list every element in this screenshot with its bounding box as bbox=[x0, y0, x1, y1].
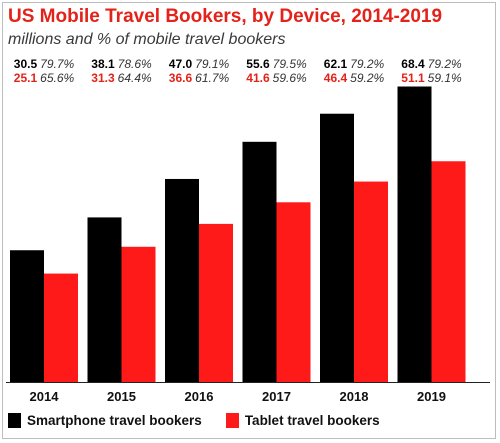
bar-smartphone-2015 bbox=[87, 217, 122, 382]
data-label-tablet-2016: 36.6 61.7% bbox=[169, 71, 230, 85]
x-tick-label-2017: 2017 bbox=[262, 389, 291, 404]
bar-smartphone-2017 bbox=[242, 141, 277, 382]
data-label-smartphone-2017: 55.6 79.5% bbox=[246, 57, 307, 71]
legend-label-smartphone: Smartphone travel bookers bbox=[27, 412, 202, 428]
bar-tablet-2018 bbox=[354, 181, 388, 382]
bar-smartphone-2018 bbox=[320, 113, 354, 382]
bar-tablet-2015 bbox=[121, 246, 156, 382]
bar-tablet-2017 bbox=[276, 202, 311, 382]
data-label-tablet-2018: 46.4 59.2% bbox=[324, 71, 385, 85]
legend-swatch-smartphone bbox=[8, 412, 21, 428]
legend-label-tablet: Tablet travel bookers bbox=[244, 412, 380, 428]
legend-item-smartphone: Smartphone travel bookers bbox=[8, 412, 202, 428]
x-tick-label-2016: 2016 bbox=[185, 389, 214, 404]
data-label-tablet-2017: 41.6 59.6% bbox=[246, 71, 307, 85]
chart-subtitle: millions and % of mobile travel bookers bbox=[8, 31, 286, 48]
data-label-smartphone-2014: 30.5 79.7% bbox=[14, 57, 75, 71]
data-label-tablet-2019: 51.1 59.1% bbox=[401, 71, 462, 85]
bar-smartphone-2019 bbox=[397, 86, 432, 383]
legend-item-tablet: Tablet travel bookers bbox=[225, 412, 380, 428]
legend-swatch-tablet bbox=[225, 412, 239, 428]
bar-smartphone-2016 bbox=[165, 178, 199, 382]
data-label-smartphone-2016: 47.0 79.1% bbox=[169, 57, 230, 71]
x-tick-label-2014: 2014 bbox=[30, 389, 60, 404]
data-label-smartphone-2019: 68.4 79.2% bbox=[401, 57, 462, 71]
chart-frame bbox=[2, 2, 496, 439]
bar-tablet-2016 bbox=[199, 223, 233, 382]
bar-tablet-2019 bbox=[431, 161, 466, 382]
chart-title: US Mobile Travel Bookers, by Device, 201… bbox=[8, 6, 443, 27]
bar-tablet-2014 bbox=[44, 273, 78, 382]
data-label-smartphone-2015: 38.1 78.6% bbox=[91, 57, 152, 71]
x-tick-label-2019: 2019 bbox=[417, 389, 446, 404]
x-tick-label-2018: 2018 bbox=[340, 389, 369, 404]
data-label-tablet-2014: 25.1 65.6% bbox=[14, 71, 75, 85]
data-label-smartphone-2018: 62.1 79.2% bbox=[324, 57, 385, 71]
chart-legend: Smartphone travel bookers Tablet travel … bbox=[8, 410, 380, 430]
data-label-tablet-2015: 31.3 64.4% bbox=[91, 71, 152, 85]
bar-smartphone-2014 bbox=[10, 250, 44, 382]
x-tick-label-2015: 2015 bbox=[107, 389, 136, 404]
